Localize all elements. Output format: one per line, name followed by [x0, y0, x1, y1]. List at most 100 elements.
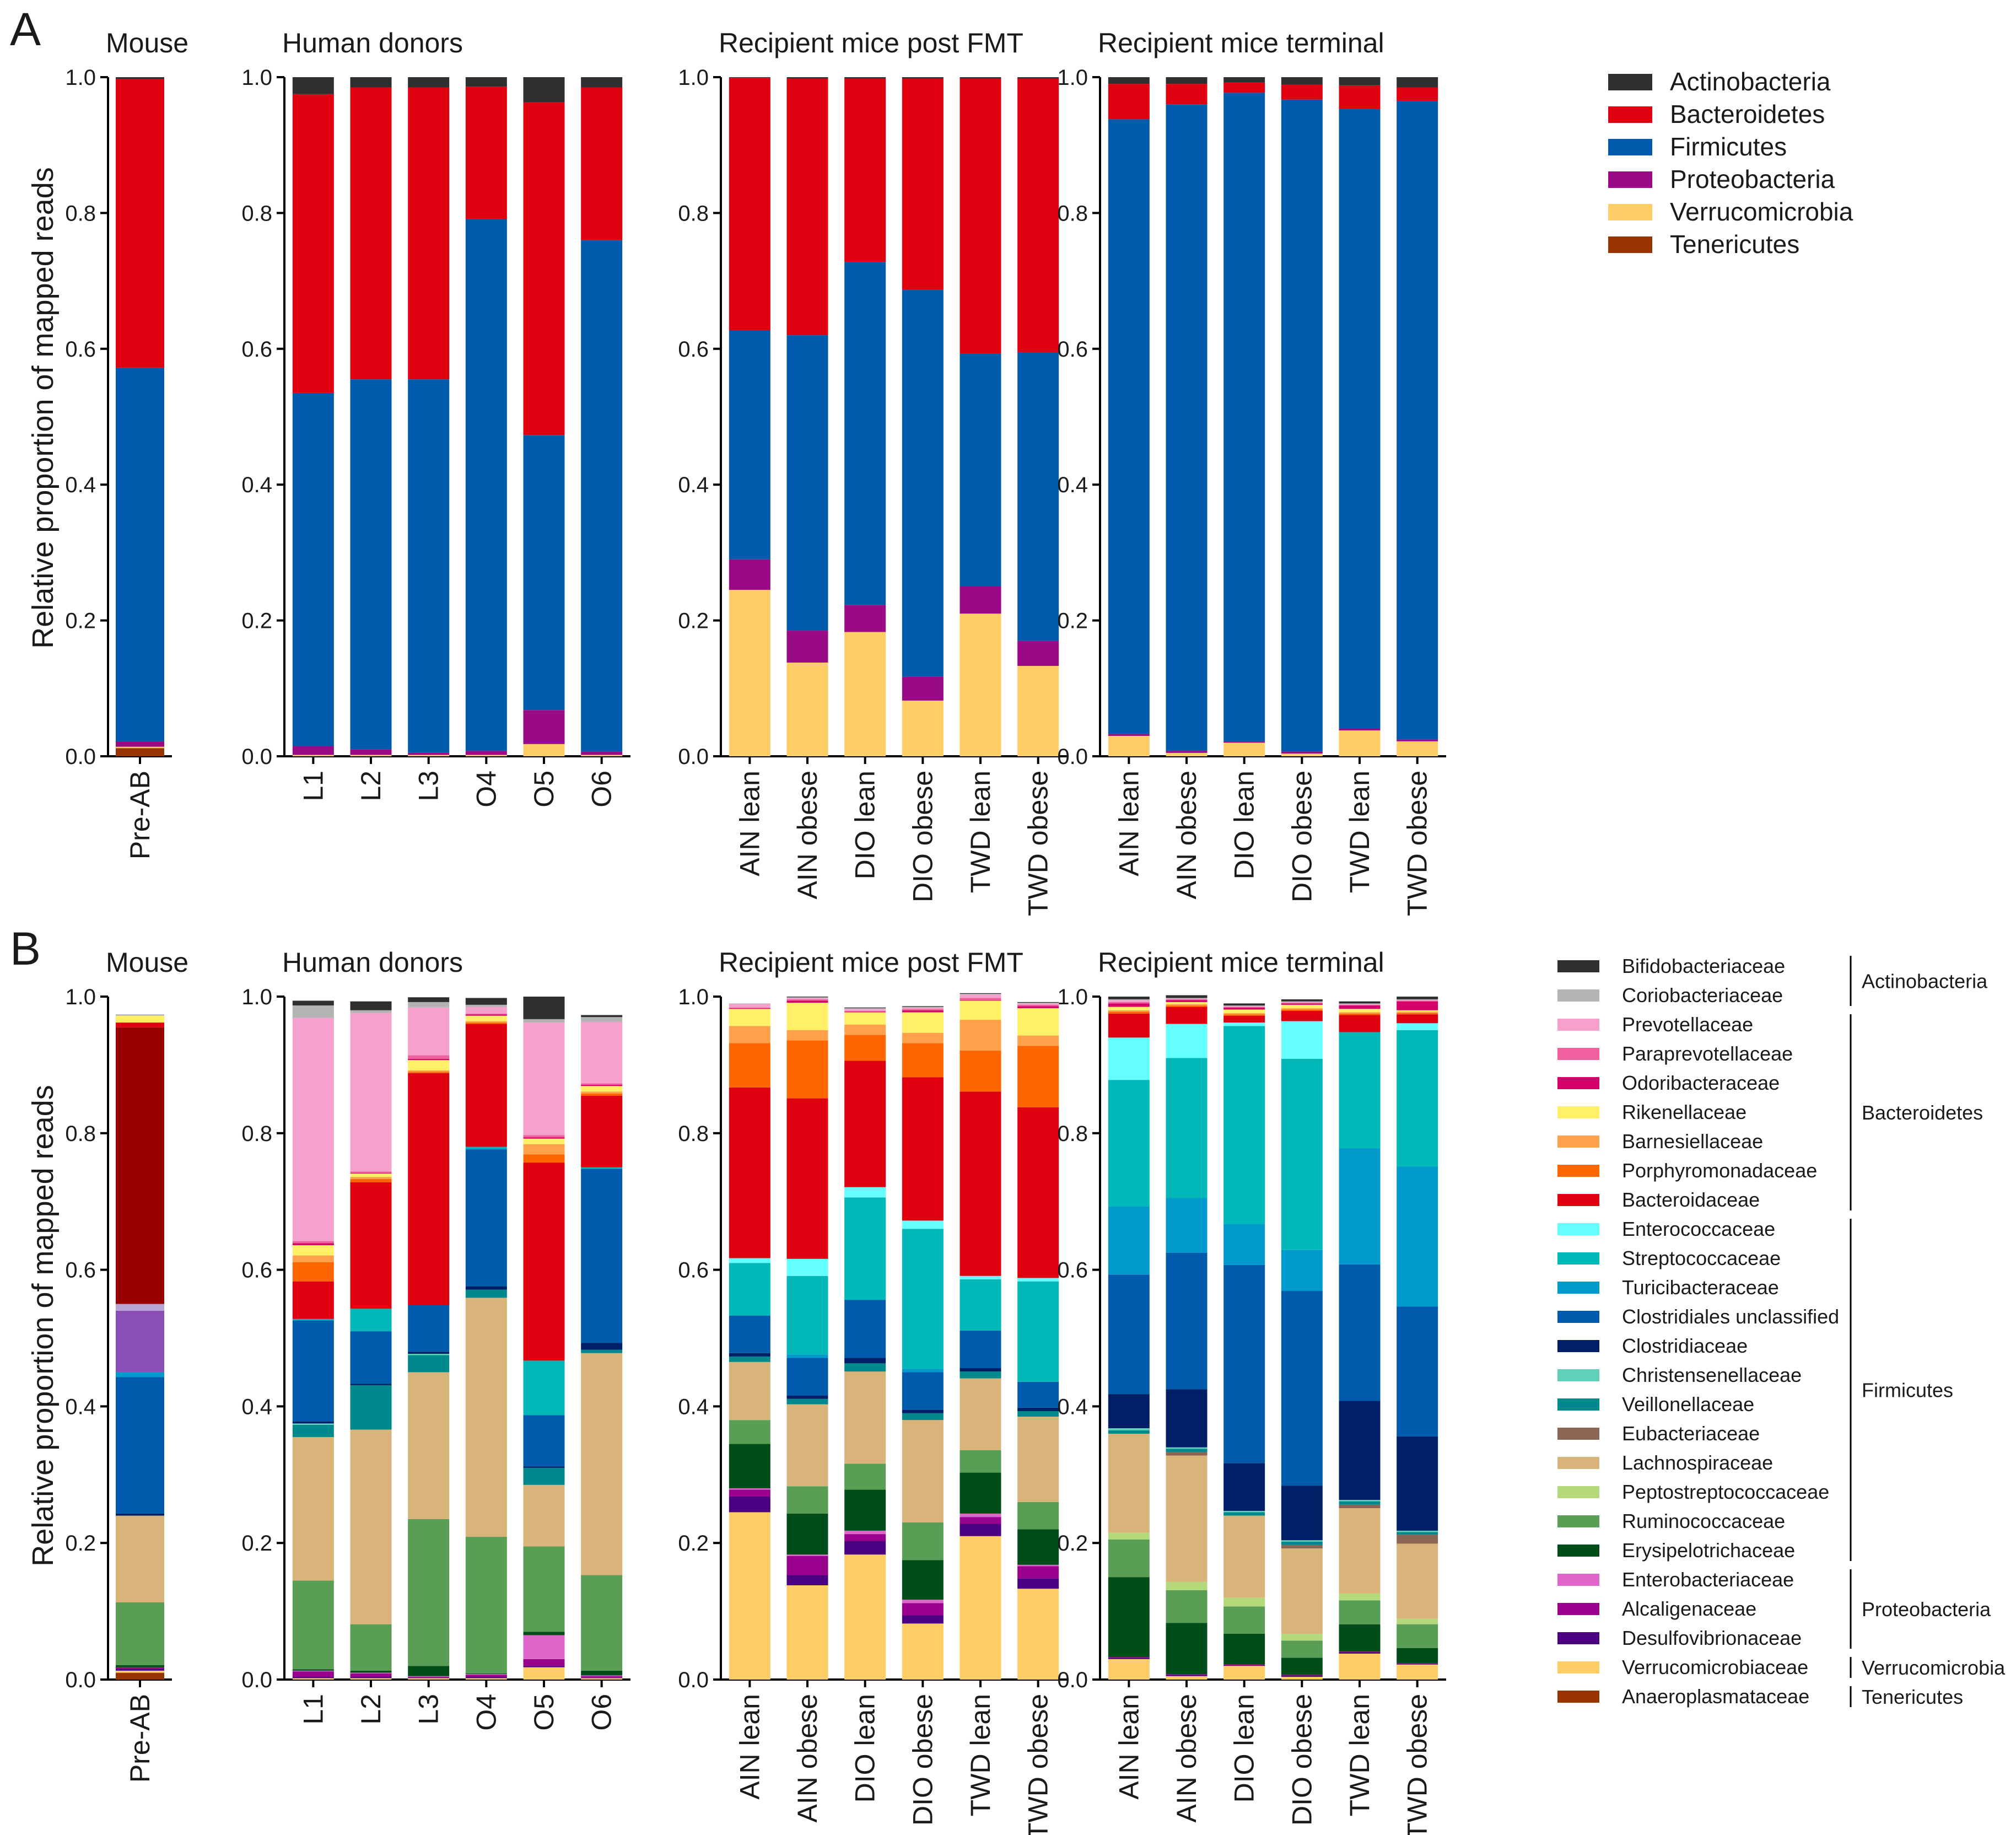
bar-segment-enterobacteriaceae[interactable]: [523, 1635, 565, 1659]
bar-segment-paraprevotellaceae[interactable]: [1223, 1007, 1265, 1008]
bar-segment-veillonellaceae[interactable]: [1166, 1449, 1208, 1452]
bar-segment-christensenellaceae[interactable]: [1397, 1530, 1438, 1532]
bar-segment-verrucomicrobiaceae[interactable]: [116, 1670, 164, 1673]
bar-segment-desulfovibrionaceae[interactable]: [581, 1677, 623, 1678]
bar-segment-verrucomicrobiaceae[interactable]: [902, 1623, 944, 1680]
bar-segment-ruminococcaceae[interactable]: [1339, 1600, 1381, 1624]
bar-segment-lachnospiraceae[interactable]: [844, 1371, 886, 1464]
bar-segment-barnesiellaceae[interactable]: [1017, 1035, 1059, 1046]
bar-segment-bacteroidaceae[interactable]: [902, 1077, 944, 1221]
bar-segment-odoribacteraceae[interactable]: [1339, 1005, 1381, 1009]
bar-segment-ruminococcaceae[interactable]: [1166, 1590, 1208, 1623]
bar-segment-bifidobacteriaceae[interactable]: [1339, 1001, 1381, 1004]
bar-segment-verrucomicrobia[interactable]: [786, 662, 828, 756]
bar-segment-other-lavender-unlabeled[interactable]: [116, 1304, 164, 1311]
bar-segment-streptococcaceae[interactable]: [786, 1276, 828, 1355]
bar-segment-odoribacteraceae[interactable]: [523, 1137, 565, 1139]
bar-segment-ruminococcaceae[interactable]: [960, 1450, 1001, 1473]
bar-segment-odoribacteraceae[interactable]: [292, 1243, 334, 1245]
bar-segment-ruminococcaceae[interactable]: [408, 1519, 450, 1666]
bar-segment-verrucomicrobiaceae[interactable]: [1281, 1677, 1323, 1680]
bar-segment-eubacteriaceae[interactable]: [1166, 1452, 1208, 1456]
bar-segment-clostridiales-unclassified[interactable]: [1223, 1264, 1265, 1463]
bar-segment-porphyromonadaceae[interactable]: [1166, 1005, 1208, 1007]
bar-segment-alcaligenaceae[interactable]: [581, 1676, 623, 1678]
bar-segment-barnesiellaceae[interactable]: [786, 1030, 828, 1041]
bar-segment-coriobacteriaceae[interactable]: [1339, 1003, 1381, 1004]
bar-segment-proteobacteria[interactable]: [960, 586, 1001, 614]
bar-segment-barnesiellaceae[interactable]: [1108, 1010, 1150, 1012]
bar-segment-odoribacteraceae[interactable]: [350, 1172, 392, 1174]
bar-segment-actinobacteria[interactable]: [729, 77, 770, 78]
bar-segment-firmicutes[interactable]: [465, 219, 507, 751]
bar-segment-turicibacteraceae[interactable]: [465, 1148, 507, 1150]
bar-segment-barnesiellaceae[interactable]: [1339, 1012, 1381, 1014]
bar-segment-clostridiaceae[interactable]: [1017, 1407, 1059, 1412]
bar-segment-porphyromonadaceae[interactable]: [960, 1050, 1001, 1092]
bar-segment-bacteroidetes[interactable]: [1281, 84, 1323, 100]
bar-segment-verrucomicrobiaceae[interactable]: [786, 1585, 828, 1680]
bar-segment-christensenellaceae[interactable]: [292, 1423, 334, 1425]
bar-segment-odoribacteraceae[interactable]: [1223, 1007, 1265, 1010]
bar-segment-actinobacteria[interactable]: [1223, 77, 1265, 83]
bar-segment-actinobacteria[interactable]: [116, 77, 164, 79]
bar-segment-erysipelotrichaceae[interactable]: [465, 1673, 507, 1675]
bar-segment-firmicutes[interactable]: [1339, 109, 1381, 729]
bar-segment-turicibacteraceae[interactable]: [786, 1354, 828, 1358]
bar-segment-clostridiaceae[interactable]: [1108, 1394, 1150, 1429]
bar-segment-erysipelotrichaceae[interactable]: [1397, 1648, 1438, 1664]
bar-segment-bifidobacteriaceae[interactable]: [1281, 999, 1323, 1002]
bar-segment-clostridiaceae[interactable]: [523, 1466, 565, 1468]
bar-segment-desulfovibrionaceae[interactable]: [465, 1677, 507, 1678]
bar-segment-enterobacteriaceae[interactable]: [465, 1674, 507, 1675]
bar-segment-verrucomicrobia[interactable]: [523, 744, 565, 756]
bar-segment-lachnospiraceae[interactable]: [408, 1372, 450, 1519]
bar-segment-bacteroidetes[interactable]: [292, 94, 334, 393]
bar-segment-bifidobacteriaceae[interactable]: [523, 997, 565, 1019]
bar-segment-desulfovibrionaceae[interactable]: [1223, 1665, 1265, 1666]
bar-segment-coriobacteriaceae[interactable]: [844, 1008, 886, 1009]
bar-segment-prevotellaceae[interactable]: [786, 998, 828, 999]
bar-segment-firmicutes[interactable]: [960, 353, 1001, 586]
bar-segment-bacteroidaceae[interactable]: [1017, 1107, 1059, 1278]
bar-segment-prevotellaceae[interactable]: [1339, 1004, 1381, 1005]
bar-segment-erysipelotrichaceae[interactable]: [581, 1670, 623, 1676]
bar-segment-clostridiaceae[interactable]: [729, 1353, 770, 1357]
bar-segment-actinobacteria[interactable]: [523, 77, 565, 103]
bar-segment-desulfovibrionaceae[interactable]: [1281, 1675, 1323, 1677]
bar-segment-rikenellaceae[interactable]: [408, 1060, 450, 1070]
bar-segment-enterobacteriaceae[interactable]: [844, 1530, 886, 1535]
bar-segment-clostridiales-unclassified[interactable]: [1397, 1306, 1438, 1436]
bar-segment-ruminococcaceae[interactable]: [844, 1463, 886, 1490]
bar-segment-desulfovibrionaceae[interactable]: [350, 1677, 392, 1678]
bar-segment-enterococcaceae[interactable]: [1166, 1024, 1208, 1058]
bar-segment-coriobacteriaceae[interactable]: [350, 1010, 392, 1013]
bar-segment-verrucomicrobiaceae[interactable]: [1339, 1653, 1381, 1680]
bar-segment-bacteroidaceae[interactable]: [960, 1091, 1001, 1276]
bar-segment-erysipelotrichaceae[interactable]: [408, 1666, 450, 1676]
bar-segment-firmicutes[interactable]: [1281, 99, 1323, 752]
bar-segment-enterobacteriaceae[interactable]: [729, 1488, 770, 1490]
bar-segment-enterococcaceae[interactable]: [1017, 1278, 1059, 1282]
bar-segment-bacteroidetes[interactable]: [1223, 82, 1265, 93]
bar-segment-clostridiales-unclassified[interactable]: [116, 1377, 164, 1514]
bar-segment-bacteroidaceae[interactable]: [1108, 1013, 1150, 1038]
bar-segment-alcaligenaceae[interactable]: [465, 1675, 507, 1677]
bar-segment-lachnospiraceae[interactable]: [729, 1362, 770, 1420]
bar-segment-clostridiales-unclassified[interactable]: [292, 1320, 334, 1422]
bar-segment-enterococcaceae[interactable]: [729, 1258, 770, 1263]
bar-segment-ruminococcaceae[interactable]: [350, 1624, 392, 1671]
bar-segment-actinobacteria[interactable]: [408, 77, 450, 88]
bar-segment-erysipelotrichaceae[interactable]: [1339, 1624, 1381, 1652]
bar-segment-paraprevotellaceae[interactable]: [960, 998, 1001, 1000]
bar-segment-bacteroidaceae[interactable]: [1339, 1015, 1381, 1032]
bar-segment-desulfovibrionaceae[interactable]: [292, 1677, 334, 1678]
bar-segment-enterobacteriaceae[interactable]: [786, 1554, 828, 1556]
bar-segment-actinobacteria[interactable]: [786, 77, 828, 79]
bar-segment-alcaligenaceae[interactable]: [1397, 1663, 1438, 1664]
bar-segment-lachnospiraceae[interactable]: [902, 1420, 944, 1523]
bar-segment-odoribacteraceae[interactable]: [1017, 1006, 1059, 1009]
bar-segment-verrucomicrobia[interactable]: [1108, 736, 1150, 756]
bar-segment-streptococcaceae[interactable]: [1397, 1030, 1438, 1167]
bar-segment-firmicutes[interactable]: [350, 379, 392, 750]
